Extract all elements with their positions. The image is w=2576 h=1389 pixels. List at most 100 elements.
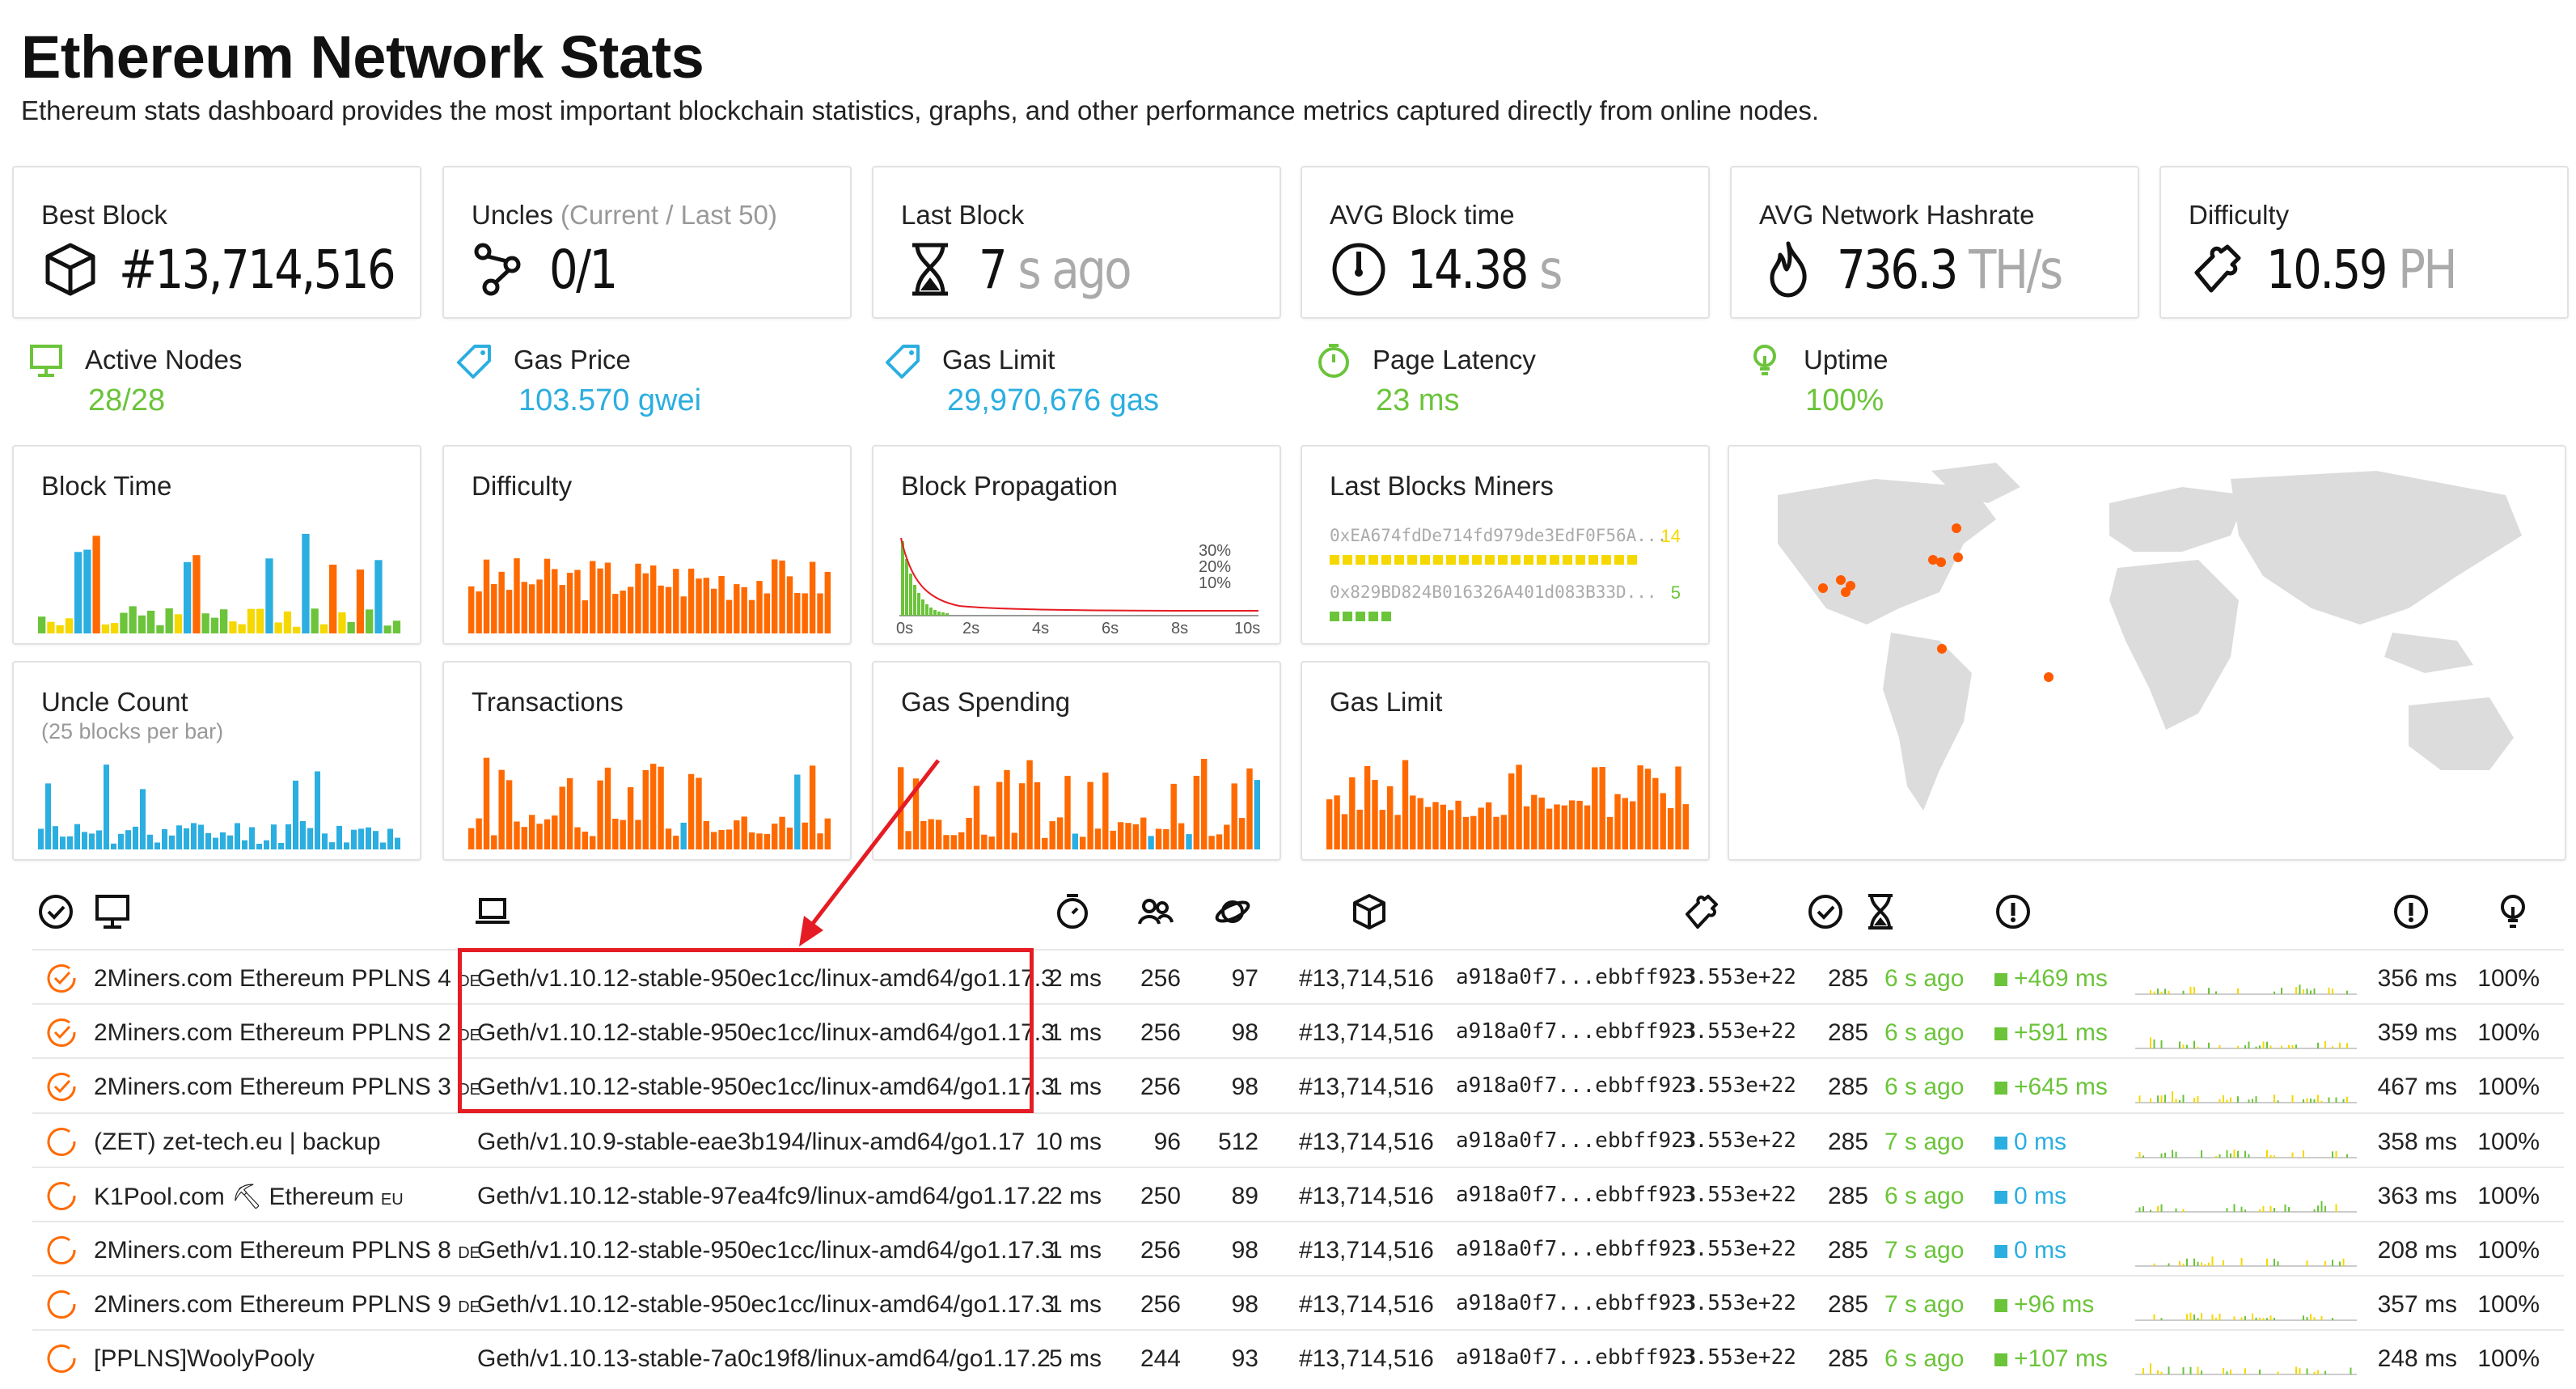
stat-value: 7 s ago (979, 239, 1132, 301)
table-row[interactable]: 2Miners.com Ethereum PPLNS 3 DE Geth/v1.1… (32, 1057, 2564, 1112)
sparkline-bar (2193, 1314, 2195, 1320)
chart-bar (1448, 810, 1454, 849)
sparkline-bar (2339, 1042, 2341, 1048)
chart-bar (711, 832, 717, 849)
sparkline-bar (2138, 1095, 2141, 1103)
node-name[interactable]: K1Pool.com ⛏ Ethereum EU (94, 1184, 404, 1210)
chart-title: Gas Spending (901, 687, 1071, 717)
sparkline-bar (2193, 986, 2195, 994)
stopwatch-icon[interactable] (1054, 893, 1091, 930)
sparkline-bar (2208, 1262, 2210, 1266)
node-propagation: +591 ms (1994, 1019, 2108, 1047)
chart-bar (74, 552, 82, 633)
node-name[interactable]: [PPLNS]WoolyPooly (94, 1345, 315, 1372)
hourglass-icon[interactable] (1862, 893, 1899, 930)
sparkline-bar (2252, 1099, 2253, 1103)
chart-last-blocks-miners: Last Blocks Miners 0xEA674fdDe714fd979de… (1301, 445, 1710, 645)
chart-bar (794, 774, 801, 849)
node-propagation: 0 ms (1994, 1237, 2066, 1264)
sparkline-bar (2179, 1260, 2181, 1266)
table-row[interactable]: (ZET) zet-tech.eu | backup Geth/v1.10.9-… (32, 1112, 2564, 1167)
node-client: Geth/v1.10.12-stable-950ec1cc/linux-amd6… (477, 1291, 1055, 1318)
monitor-icon[interactable] (94, 893, 131, 930)
node-history-sparkline (2135, 975, 2357, 1002)
prop-tick: 0s (896, 620, 913, 637)
chart-bar (300, 820, 306, 849)
check-circle-icon[interactable] (37, 893, 74, 930)
stat-value: #13,714,516 (119, 239, 396, 301)
chart-bar (192, 555, 201, 633)
table-row[interactable]: 2Miners.com Ethereum PPLNS 9 DE Geth/v1.1… (32, 1275, 2564, 1329)
node-name[interactable]: 2Miners.com Ethereum PPLNS 4 DE (94, 965, 480, 992)
prop-bar (941, 612, 945, 616)
info-clock-icon[interactable] (1994, 893, 2032, 930)
mini-label: Gas Price (514, 345, 631, 375)
chart-bar (680, 596, 687, 633)
country-code: DE (458, 1298, 480, 1316)
node-name[interactable]: (ZET) zet-tech.eu | backup (94, 1129, 381, 1155)
puzzle-icon[interactable] (1682, 893, 1719, 930)
chart-bar (89, 833, 95, 849)
sparkline-bar (2310, 1314, 2312, 1320)
chart-bar (1102, 773, 1109, 849)
table-header (32, 890, 2564, 938)
chart-bar (658, 585, 664, 633)
node-latency: 2 ms (1048, 965, 1102, 992)
node-block-hash: a918a0f7...ebbff923 (1456, 1129, 1697, 1153)
uncle-count-bars (38, 764, 400, 849)
chart-bar (476, 818, 482, 849)
stat-label: Uncles (Current / Last 50) (472, 200, 777, 230)
cube-icon[interactable] (1351, 893, 1388, 930)
sparkline-bar (2208, 1042, 2210, 1048)
planet-icon[interactable] (1214, 893, 1251, 930)
table-row[interactable]: 2Miners.com Ethereum PPLNS 8 DE Geth/v1.1… (32, 1221, 2564, 1275)
chart-bar (673, 569, 679, 633)
peers-icon[interactable] (1136, 893, 1174, 930)
chart-bar (1592, 767, 1598, 849)
chart-bar (1364, 765, 1371, 849)
chart-bar (242, 840, 247, 849)
sparkline-bar (2189, 1366, 2192, 1374)
chart-bar (1080, 836, 1086, 849)
chart-bar (67, 836, 73, 849)
sparkline-bar (2160, 991, 2163, 994)
chart-bar (711, 588, 717, 633)
chart-bar (604, 767, 611, 849)
laptop-icon[interactable] (474, 893, 511, 930)
table-row[interactable]: 2Miners.com Ethereum PPLNS 2 DE Geth/v1.1… (32, 1003, 2564, 1057)
node-propagation: 0 ms (1994, 1183, 2066, 1210)
table-row[interactable]: 2Miners.com Ethereum PPLNS 4 DE Geth/v1.1… (32, 949, 2564, 1003)
chart-bar (1163, 829, 1170, 849)
table-row[interactable]: K1Pool.com ⛏ Ethereum EU Geth/v1.10.12-st… (32, 1167, 2564, 1221)
sparkline-bar (2303, 1315, 2304, 1320)
bulb-icon[interactable] (2494, 893, 2532, 930)
check-circle-icon[interactable] (1807, 893, 1844, 930)
mini-value: 103.570 gwei (518, 383, 702, 417)
info-clock-icon[interactable] (2392, 893, 2430, 930)
node-name[interactable]: 2Miners.com Ethereum PPLNS 2 DE (94, 1019, 480, 1046)
chart-bar (1660, 793, 1666, 849)
table-row[interactable]: [PPLNS]WoolyPooly Geth/v1.10.13-stable-7… (32, 1329, 2564, 1383)
chart-bar (338, 612, 346, 633)
chart-bar (725, 599, 733, 633)
node-name[interactable]: 2Miners.com Ethereum PPLNS 8 DE (94, 1237, 480, 1264)
sparkline-bar (2142, 1367, 2144, 1374)
chart-bar (574, 827, 581, 849)
prop-bar (929, 608, 933, 616)
node-response-time: 356 ms (2377, 965, 2457, 992)
chart-bar (650, 764, 657, 849)
chart-bar (235, 823, 240, 849)
node-name[interactable]: 2Miners.com Ethereum PPLNS 9 DE (94, 1291, 480, 1318)
chart-bar (283, 611, 292, 633)
prop-tick: 8s (1171, 620, 1188, 637)
node-txs: 285 (1827, 965, 1868, 992)
mini-value: 28/28 (88, 383, 166, 417)
node-name[interactable]: 2Miners.com Ethereum PPLNS 3 DE (94, 1074, 480, 1100)
node-response-time: 357 ms (2377, 1291, 2457, 1318)
sparkline-bar (2262, 1041, 2265, 1048)
sparkline-bar (2266, 1258, 2268, 1266)
chart-bar (366, 609, 374, 633)
chart-gas-spending: Gas Spending (872, 661, 1281, 861)
sparkline-bar (2324, 1260, 2326, 1266)
sparkline-bar (2248, 1154, 2250, 1158)
